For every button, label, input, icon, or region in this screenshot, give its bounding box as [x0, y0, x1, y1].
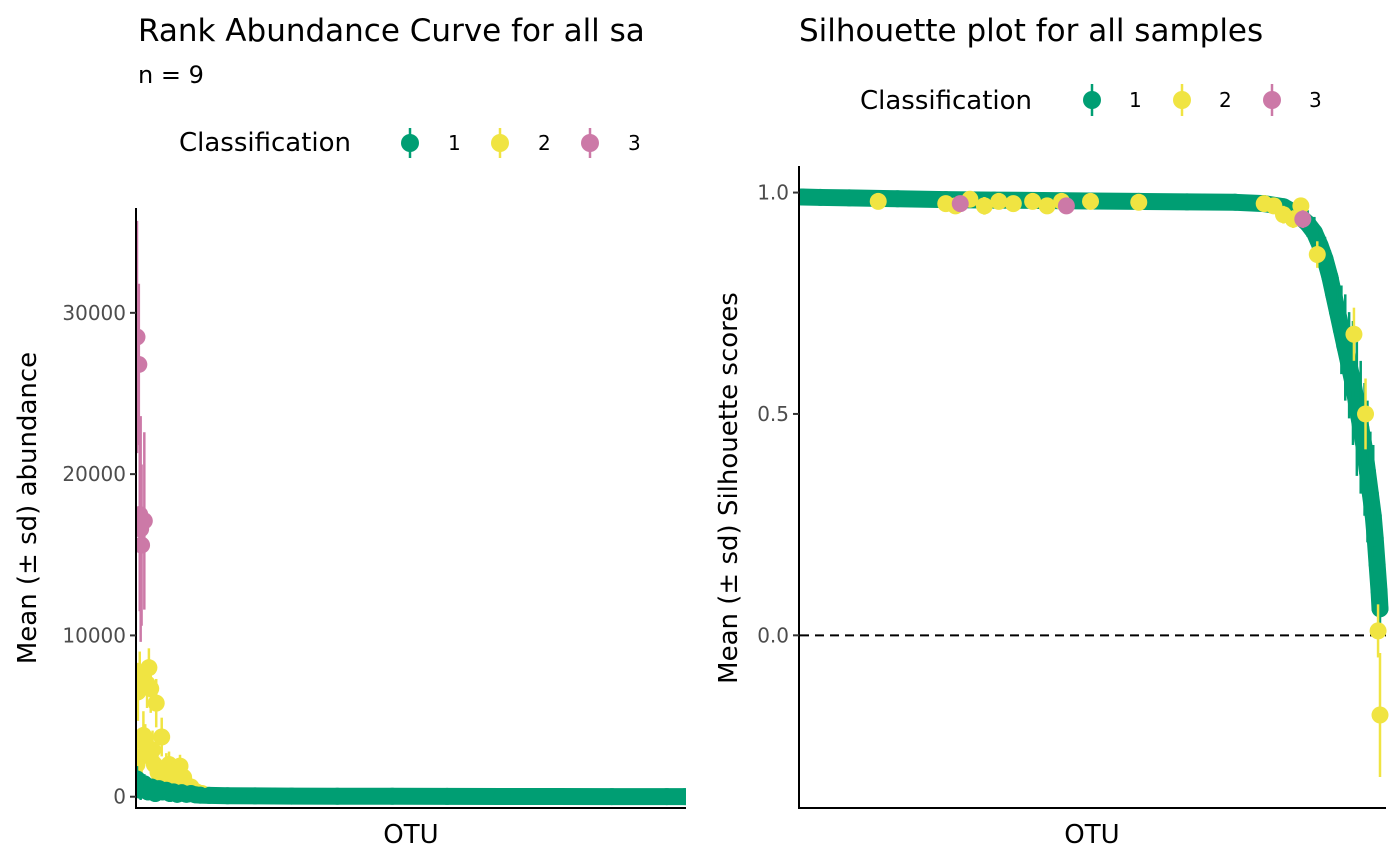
point-class-1 [676, 788, 686, 806]
point-class-1 [1368, 555, 1386, 573]
x-axis-title: OTU [383, 820, 438, 850]
point-class-2 [975, 197, 993, 215]
legend: Classification 1 2 3 [860, 84, 1322, 116]
panel-silhouette: Silhouette plot for all samples Classifi… [714, 13, 1389, 850]
point-class-1 [1178, 193, 1196, 211]
point-class-1 [1226, 193, 1244, 211]
point-class-1 [889, 190, 907, 208]
chart-subtitle: n = 9 [138, 61, 204, 89]
point-class-2 [140, 659, 158, 677]
y-tick-label: 0.0 [757, 623, 789, 647]
point-class-2 [1082, 192, 1100, 210]
point-class-1 [200, 786, 218, 804]
legend-dot [491, 134, 509, 152]
legend-label-1: 1 [1129, 88, 1142, 112]
point-class-1 [493, 787, 511, 805]
legend-key-2 [491, 128, 509, 158]
point-class-2 [147, 694, 165, 712]
point-class-2 [1345, 325, 1363, 343]
plot-marks [136, 220, 686, 806]
point-class-3 [1057, 197, 1075, 215]
legend-label-3: 3 [1309, 88, 1322, 112]
point-class-2 [1371, 706, 1389, 724]
point-class-1 [438, 787, 456, 805]
point-class-1 [658, 788, 676, 806]
point-class-2 [1004, 195, 1022, 213]
point-class-1 [1325, 285, 1343, 303]
point-class-1 [328, 787, 346, 805]
y-axis-title: Mean (± sd) Silhouette scores [714, 292, 744, 684]
point-class-2 [869, 192, 887, 210]
legend-key-1 [401, 128, 419, 158]
legend-key-1 [1083, 84, 1101, 116]
chart-title: Rank Abundance Curve for all sa [138, 13, 645, 49]
point-class-1 [1358, 463, 1376, 481]
point-class-1 [1371, 600, 1389, 618]
point-class-1 [603, 788, 621, 806]
legend-dot [1263, 91, 1281, 109]
point-class-1 [548, 788, 566, 806]
point-class-1 [840, 189, 858, 207]
y-tick-label: 0 [113, 785, 126, 809]
point-class-2 [1024, 192, 1042, 210]
chart-title: Silhouette plot for all samples [799, 13, 1263, 49]
point-class-3 [136, 355, 148, 373]
point-class-1 [1344, 374, 1362, 392]
y-axis-title: Mean (± sd) abundance [13, 352, 43, 664]
y-tick-label: 20000 [62, 462, 126, 486]
point-class-2 [1130, 193, 1148, 211]
legend-title: Classification [179, 128, 351, 158]
legend-label-1: 1 [448, 131, 461, 155]
point-class-3 [136, 536, 151, 554]
point-class-1 [1364, 507, 1382, 525]
series-1-trace [136, 770, 686, 806]
x-axis-title: OTU [1064, 820, 1119, 850]
point-class-3 [136, 512, 153, 530]
point-class-2 [144, 741, 162, 759]
y-axis-ticks: 0.0 0.5 1.0 [757, 181, 799, 647]
point-class-2 [1308, 246, 1326, 264]
y-tick-label: 30000 [62, 301, 126, 325]
legend-label-2: 2 [1219, 88, 1232, 112]
point-class-1 [1366, 529, 1384, 547]
point-class-1 [811, 188, 829, 206]
legend-title: Classification [860, 86, 1032, 116]
point-class-3 [951, 195, 969, 213]
legend-dot [401, 134, 419, 152]
legend-label-3: 3 [628, 131, 641, 155]
legend: Classification 1 2 3 [179, 128, 641, 158]
point-class-1 [1321, 268, 1339, 286]
point-class-3 [1294, 210, 1312, 228]
legend-dot [1173, 91, 1191, 109]
legend-key-3 [581, 128, 599, 158]
series-1-trace [799, 188, 1389, 618]
y-tick-label: 0.5 [757, 402, 789, 426]
point-class-1 [799, 188, 811, 206]
point-class-1 [283, 787, 301, 805]
point-class-1 [219, 787, 237, 805]
y-tick-label: 1.0 [757, 181, 789, 205]
point-class-2 [1357, 405, 1375, 423]
point-class-1 [1305, 223, 1323, 241]
point-class-2 [1292, 197, 1310, 215]
y-tick-label: 10000 [62, 623, 126, 647]
legend-key-3 [1263, 84, 1281, 116]
point-class-2 [990, 192, 1008, 210]
legend-label-2: 2 [538, 131, 551, 155]
point-class-1 [383, 787, 401, 805]
legend-dot [581, 134, 599, 152]
point-class-2 [153, 728, 171, 746]
legend-key-2 [1173, 84, 1191, 116]
panel-rank-abundance: Rank Abundance Curve for all sa n = 9 Cl… [13, 13, 686, 850]
point-class-2 [1038, 197, 1056, 215]
y-axis-ticks: 0 10000 20000 30000 [62, 301, 136, 809]
point-class-2 [1369, 622, 1387, 640]
point-class-1 [1329, 303, 1347, 321]
point-class-1 [246, 787, 264, 805]
plot-marks [799, 188, 1389, 778]
legend-dot [1083, 91, 1101, 109]
